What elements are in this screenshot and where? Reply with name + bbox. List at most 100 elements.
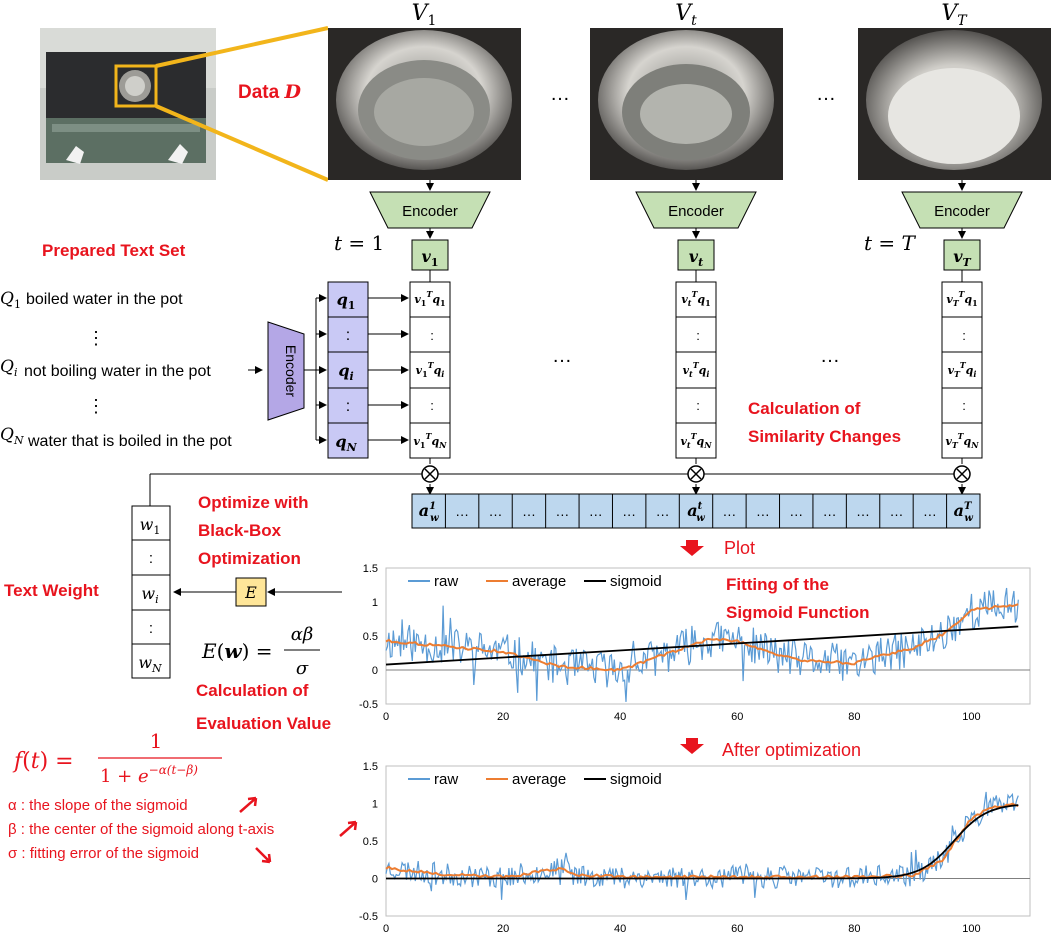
sim-cell: :	[696, 328, 700, 343]
similarity-column-first: v1Tq1 : v1Tqi : v1TqN	[409, 281, 451, 459]
svg-text:αβ: αβ	[291, 624, 314, 645]
text-symbol: Qi	[0, 357, 17, 379]
ellipsis-1: …	[550, 83, 570, 105]
series-average	[385, 603, 1019, 673]
down-arrow-icon	[680, 738, 704, 754]
plot-area	[385, 567, 1031, 705]
chart-before: -0.5 0 0.5 1 1.5 0 20 40 60 80 100 raw average sigmoi…	[359, 563, 1031, 723]
text-encoder-label: Encoder	[283, 345, 299, 397]
frame-label-mid: Vt	[675, 1, 697, 29]
sequence-cell: …	[756, 503, 770, 519]
weighted-sequence: a1 w … … … … … … … at w … … … … … … … aT w	[411, 493, 981, 529]
text-weight-title: Text Weight	[4, 581, 99, 600]
image-encoders: Encoder Encoder Encoder	[369, 180, 1023, 239]
query-connectors	[304, 294, 327, 444]
note-sigma: σ : fitting error of the sigmoid	[8, 845, 199, 862]
encoder-block	[635, 191, 757, 229]
x-tick-label: 0	[383, 923, 389, 935]
sequence-cell: …	[889, 503, 903, 519]
x-tick-label: 40	[614, 923, 626, 935]
legend-label: raw	[434, 771, 458, 788]
sequence-cell: …	[589, 503, 603, 519]
weight-feedback-lines	[149, 458, 966, 506]
plot-label: Plot	[680, 538, 755, 558]
sequence-cell: aT w	[954, 501, 974, 524]
chart-after: -0.5 0 0.5 1 1.5 0 20 40 60 80 100 raw average sigmoi…	[359, 761, 1031, 935]
plot-area	[385, 765, 1031, 917]
sim-cell: :	[696, 398, 700, 413]
text-symbol: QN	[0, 425, 24, 447]
svg-text:f(t) =: f(t) =	[12, 749, 74, 774]
weight-wi: wi	[141, 584, 158, 606]
similarity-title-1: Calculation of	[748, 399, 861, 418]
down-arrow-icon	[680, 540, 704, 556]
sim-cell: :	[430, 398, 434, 413]
x-tick-label: 20	[497, 711, 509, 723]
frame-mid	[590, 28, 783, 180]
series-sigmoid	[385, 625, 1019, 666]
sequence-cell: …	[823, 503, 837, 519]
frame-last	[858, 28, 1051, 180]
optimize-title-3: Optimization	[198, 549, 301, 568]
arrow-up-right-icon	[339, 820, 358, 837]
x-tick-label: 80	[848, 711, 860, 723]
svg-text:1 + e−α(t−β): 1 + e−α(t−β)	[100, 763, 198, 787]
sequence-cell: …	[522, 503, 536, 519]
y-tick-label: 0	[372, 665, 378, 677]
sequence-cell: …	[856, 503, 870, 519]
ellipsis-3: …	[552, 345, 572, 367]
sequence-cell: …	[722, 503, 736, 519]
text-weight-column: w1 : wi : wN	[131, 505, 171, 679]
series-average	[385, 802, 1019, 880]
legend-label: raw	[434, 573, 458, 590]
evaluation-title-2: Evaluation Value	[196, 714, 331, 733]
e-box-label: E	[244, 583, 257, 602]
x-tick-label: 40	[614, 711, 626, 723]
arrow-up-right-icon	[239, 796, 258, 813]
legend-label: sigmoid	[610, 573, 662, 590]
svg-text:1: 1	[150, 729, 163, 753]
weight-sep: :	[149, 550, 153, 567]
multiply-node	[953, 465, 971, 483]
svg-text:Plot: Plot	[724, 538, 755, 558]
y-tick-label: 1.5	[363, 563, 378, 575]
sequence-cell: …	[455, 503, 469, 519]
sequence-cell: …	[555, 503, 569, 519]
ellipsis-4: …	[820, 345, 840, 367]
svg-text:σ: σ	[296, 658, 309, 679]
fitting-title-1: Fitting of the	[726, 575, 829, 594]
query-sep: :	[346, 327, 350, 344]
sim-cell: :	[430, 328, 434, 343]
sequence-cell: …	[656, 503, 670, 519]
legend-label: average	[512, 573, 566, 590]
note-beta: β : the center of the sigmoid along t-ax…	[8, 821, 274, 838]
legend-label: average	[512, 771, 566, 788]
evaluation-box: E	[173, 577, 342, 607]
y-tick-label: 1.5	[363, 761, 378, 773]
frame-first	[328, 28, 521, 180]
text-encoder-block	[267, 321, 305, 421]
after-label: After optimization	[680, 738, 861, 760]
vertical-ellipsis: ⋮	[87, 328, 105, 348]
y-tick-label: -0.5	[359, 911, 378, 923]
arrow-down-right-icon	[255, 847, 272, 864]
sim-cell: :	[962, 328, 966, 343]
time-label-first: t = 1	[334, 231, 384, 255]
encoder-label: Encoder	[402, 203, 458, 220]
sequence-cell: at w	[687, 501, 705, 524]
fitting-title-2: Sigmoid Function	[726, 603, 870, 622]
sequence-cell: …	[923, 503, 937, 519]
y-tick-label: 0.5	[363, 631, 378, 643]
legend-notes: α : the slope of the sigmoid β : the cen…	[8, 796, 358, 864]
x-tick-label: 80	[848, 923, 860, 935]
text-symbol: Q1	[0, 289, 21, 311]
multiply-node	[687, 465, 705, 483]
optimize-title-2: Black-Box	[198, 521, 282, 540]
x-tick-label: 100	[962, 711, 980, 723]
similarity-title-2: Similarity Changes	[748, 427, 901, 446]
sequence-bar	[411, 493, 981, 529]
query-vector-column: q1 : qi : qN	[327, 281, 369, 459]
time-label-last: t = T	[864, 231, 917, 255]
query-to-similarity-arrows	[368, 270, 963, 444]
sequence-cell: …	[789, 503, 803, 519]
